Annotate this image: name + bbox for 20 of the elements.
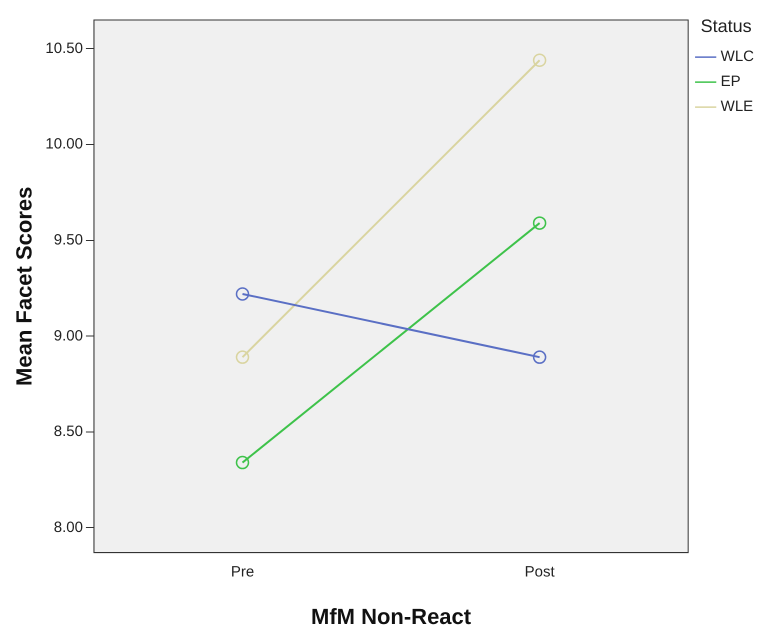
legend-title: Status bbox=[700, 16, 752, 36]
point bbox=[532, 53, 546, 67]
legend-label: WLE bbox=[720, 98, 754, 116]
x-tick-label: Pre bbox=[230, 564, 254, 581]
point bbox=[236, 350, 250, 364]
point bbox=[236, 456, 250, 470]
point bbox=[236, 287, 250, 301]
y-tick-label: 9.00 bbox=[54, 327, 83, 344]
y-tick-label: 8.50 bbox=[54, 423, 83, 440]
y-tick-label: 9.50 bbox=[54, 231, 83, 248]
legend-label: EP bbox=[720, 73, 741, 90]
y-tick-label: 8.00 bbox=[54, 518, 83, 536]
point bbox=[532, 350, 546, 364]
y-axis-title: Mean Facet Scores bbox=[11, 186, 36, 386]
y-tick-label: 10.50 bbox=[45, 40, 83, 57]
x-tick-label: Post bbox=[524, 564, 556, 581]
y-tick-label: 10.00 bbox=[45, 136, 83, 153]
x-axis-title: MfM Non-React bbox=[310, 604, 472, 629]
point bbox=[532, 216, 546, 230]
legend-label: WLC bbox=[720, 48, 754, 66]
